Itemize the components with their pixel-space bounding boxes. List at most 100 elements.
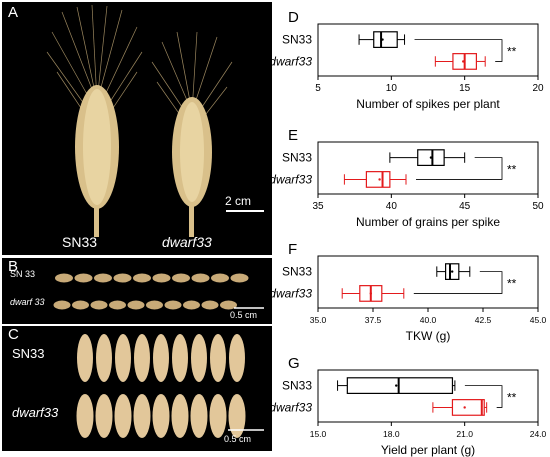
x-tick-label: 45.0 (530, 315, 547, 325)
plot-frame (317, 369, 539, 423)
grain (53, 300, 71, 310)
grain (152, 273, 171, 283)
significance-label: ** (507, 277, 517, 291)
box-SN33 (436, 263, 471, 280)
photo-a-label-dwarf33: dwarf33 (162, 234, 212, 250)
panel-letter: F (288, 241, 297, 258)
x-tick-label: 35.0 (310, 315, 327, 325)
grain (133, 273, 151, 283)
x-tick-label: 37.5 (365, 315, 382, 325)
significance-bracket (413, 271, 503, 294)
significance-label: ** (507, 45, 517, 59)
x-tick-label: 40 (386, 201, 398, 212)
photo-c-label-dwarf33: dwarf33 (12, 405, 59, 420)
boxplot-panel-e: E SN33 dwarf33 ** 35 40 45 50 Number of grains p… (269, 127, 544, 229)
x-tick-label: 42.5 (475, 315, 492, 325)
box-dwarf33 (434, 53, 486, 70)
photo-c-scale-label: 0.5 cm (224, 434, 252, 444)
x-tick-label: 10 (386, 83, 398, 94)
wheat-spike-photo (2, 2, 272, 255)
x-tick-label: 18.0 (383, 429, 400, 439)
panel-letter: G (288, 355, 300, 372)
wheat-spike-illustration (46, 4, 264, 237)
boxplot-panel-f: F SN33 dwarf33 ** 35.0 37.5 40.0 42.5 45.0 TKW (g… (269, 241, 546, 343)
grain (74, 273, 93, 283)
mean-point (378, 178, 381, 181)
grain (109, 300, 126, 310)
grain (55, 273, 73, 283)
category-label: dwarf33 (269, 172, 312, 186)
panel-letter: E (288, 127, 298, 144)
grain-grid-illustration (76, 334, 264, 438)
grain (113, 273, 132, 283)
grain (127, 300, 145, 310)
grain (230, 273, 249, 283)
grain (201, 300, 219, 310)
grain (209, 394, 227, 438)
x-tick-label: 50 (532, 201, 544, 212)
box (346, 377, 454, 394)
mean-point (463, 406, 466, 409)
grain (210, 334, 226, 382)
grain (72, 300, 89, 310)
x-tick-label: 21.0 (456, 429, 473, 439)
grain (228, 394, 246, 438)
mean-point (462, 60, 465, 63)
x-axis-label: Number of grains per spike (356, 215, 500, 229)
category-label: dwarf33 (269, 54, 312, 68)
grain (95, 394, 113, 438)
grain (191, 334, 207, 382)
boxplot-panel-d: D SN33 dwarf33 ** 5 10 15 20 Number of spikes pe… (269, 9, 544, 111)
significance-bracket (414, 39, 503, 62)
plot-frame (317, 141, 539, 195)
x-axis-label: Yield per plant (g) (381, 443, 475, 457)
grain (77, 334, 93, 382)
grain (134, 334, 150, 382)
mean-point (451, 270, 454, 273)
grain (152, 394, 170, 438)
box (373, 31, 398, 48)
x-tick-label: 45 (459, 201, 471, 212)
grain (153, 334, 169, 382)
x-tick-label: 20 (532, 83, 544, 94)
grain (190, 394, 208, 438)
grain (90, 300, 108, 310)
category-label: dwarf33 (269, 286, 312, 300)
significance-bracket (416, 157, 503, 180)
plot-frame (317, 23, 539, 77)
significance-label: ** (507, 163, 517, 177)
grain (94, 273, 112, 283)
box-SN33 (337, 377, 456, 394)
box-dwarf33 (432, 399, 488, 416)
x-tick-label: 15.0 (310, 429, 327, 439)
mean-point (369, 292, 372, 295)
panel-letter-b: B (8, 258, 19, 275)
panel-letter-a: A (8, 4, 19, 21)
category-label: dwarf33 (269, 400, 312, 414)
grain (76, 394, 94, 438)
grain (133, 394, 151, 438)
x-tick-label: 35 (312, 201, 324, 212)
grain-row-illustration (53, 273, 264, 310)
x-axis-label: TKW (g) (406, 329, 451, 343)
boxplot-panel-g: G SN33 dwarf33 ** 15.0 18.0 21.0 24.0 Yield per … (269, 355, 546, 457)
box (451, 399, 485, 416)
box-SN33 (389, 149, 466, 167)
grain (114, 394, 132, 438)
mean-point (381, 38, 384, 41)
panel-letter: D (288, 9, 299, 26)
grain (171, 394, 189, 438)
box-SN33 (358, 31, 406, 48)
x-axis-label: Number of spikes per plant (356, 97, 500, 111)
mean-point (395, 384, 398, 387)
box (365, 171, 391, 188)
panel-letter-c: C (8, 326, 19, 343)
x-tick-label: 24.0 (530, 429, 547, 439)
grain (172, 334, 188, 382)
photo-a-label-sn33: SN33 (62, 234, 98, 250)
photo-b-scale-label: 0.5 cm (230, 310, 258, 320)
grain (146, 300, 163, 310)
box-dwarf33 (343, 171, 407, 188)
grain (220, 300, 237, 310)
